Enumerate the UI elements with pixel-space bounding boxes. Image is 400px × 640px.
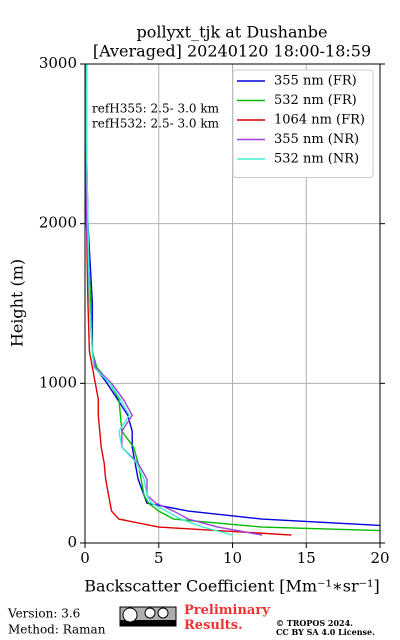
footer-version: Version: 3.6: [7, 607, 80, 621]
x-axis-label: Backscatter Coefficient [Mm⁻¹∗sr⁻¹]: [84, 577, 379, 596]
profile-line: [85, 64, 233, 536]
y-tick-label: 2000: [39, 214, 77, 232]
legend-label: 532 nm (NR): [274, 152, 359, 167]
legend-label: 1064 nm (FR): [274, 113, 365, 128]
y-tick-label: 3000: [39, 54, 77, 72]
legend-label: 355 nm (FR): [274, 74, 357, 89]
footer-copyright: © TROPOS 2024.: [276, 618, 353, 628]
footer-license: CC BY SA 4.0 License.: [276, 627, 375, 637]
legend-label: 532 nm (FR): [274, 93, 357, 108]
legend-box: [232, 69, 374, 178]
profile-line: [85, 64, 292, 536]
annotation: refH532: 2.5- 3.0 km: [92, 117, 220, 131]
legend-label: 355 nm (NR): [274, 132, 359, 147]
x-tick-label: 5: [154, 549, 164, 567]
x-tick-label: 20: [370, 549, 389, 567]
x-tick-label: 0: [80, 549, 90, 567]
y-axis-label: Height (m): [8, 259, 27, 347]
chart-subtitle: [Averaged] 20240120 18:00-18:59: [93, 42, 371, 61]
profile-line: [85, 64, 380, 527]
cc-badge: [119, 606, 177, 627]
annotation: refH355: 2.5- 3.0 km: [92, 102, 220, 116]
x-tick-label: 15: [297, 549, 316, 567]
chart-title: pollyxt_tjk at Dushanbe: [136, 23, 327, 42]
y-tick-label: 1000: [39, 373, 77, 391]
footer-method: Method: Raman: [8, 623, 106, 637]
x-tick-label: 10: [223, 549, 242, 567]
y-tick-label: 0: [67, 533, 77, 551]
preliminary-label: Preliminary Results.: [184, 603, 270, 633]
